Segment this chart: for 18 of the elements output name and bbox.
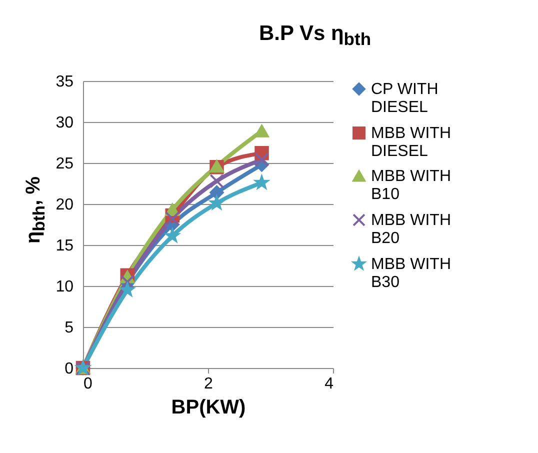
x-tick-label: 4 xyxy=(324,376,334,392)
legend-label: MBB WITH B10 xyxy=(371,168,451,203)
y-tick-label: 15 xyxy=(56,238,74,254)
x-tick-label: 2 xyxy=(204,376,214,392)
legend-label: MBB WITH DIESEL xyxy=(371,125,451,160)
y-tick-label: 10 xyxy=(56,278,74,296)
legend-label: CP WITH DIESEL xyxy=(371,81,438,116)
chart-title: B.P Vs η$_{bth}$ xyxy=(258,22,372,50)
y-tick-label: 0 xyxy=(64,360,74,378)
legend-label: MBB WITH B30 xyxy=(371,256,451,291)
y-tick-label: 20 xyxy=(56,196,74,214)
y-tick-label: 5 xyxy=(64,320,74,336)
x-axis-title: BP(KW) xyxy=(171,396,246,418)
y-tick-label: 35 xyxy=(56,74,74,90)
y-tick-label: 25 xyxy=(56,156,74,172)
x-tick-label: 0 xyxy=(84,376,92,392)
y-tick-label: 30 xyxy=(56,114,74,132)
legend-label: MBB WITH B20 xyxy=(371,212,451,247)
